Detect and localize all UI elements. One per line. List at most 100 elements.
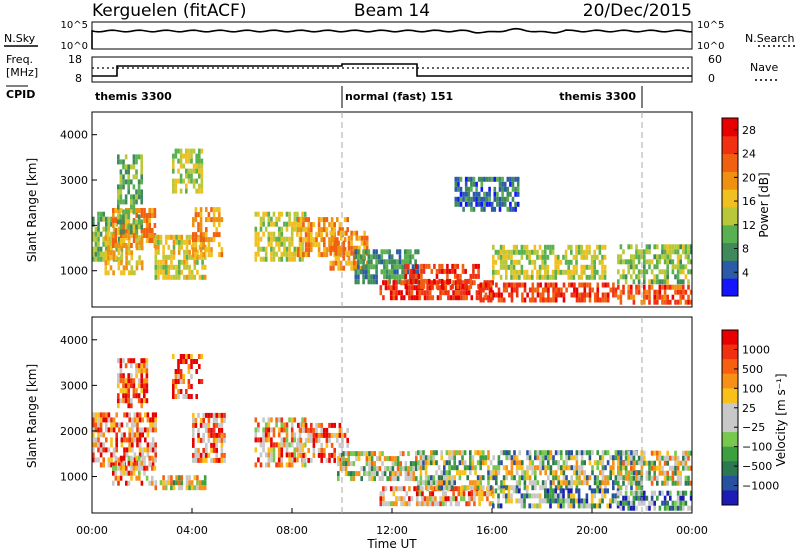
- heatmap-cell: [205, 247, 208, 253]
- heatmap-cell: [399, 471, 402, 477]
- heatmap-cell: [135, 265, 139, 271]
- heatmap-cell: [143, 393, 146, 399]
- heatmap-cell: [180, 239, 184, 245]
- heatmap-cell: [185, 234, 189, 240]
- heatmap-cell: [505, 274, 508, 280]
- heatmap-cell: [463, 450, 467, 456]
- heatmap-cell: [205, 232, 208, 238]
- heatmap-cell: [510, 254, 513, 260]
- heatmap-cell: [128, 432, 131, 438]
- heatmap-cell: [185, 239, 189, 245]
- heatmap-cell: [104, 255, 108, 261]
- heatmap-cell: [457, 290, 461, 296]
- heatmap-cell: [682, 264, 685, 270]
- heatmap-cell: [205, 207, 208, 213]
- heatmap-cell: [661, 490, 664, 496]
- heatmap-cell: [671, 284, 675, 290]
- heatmap-cell: [661, 455, 664, 461]
- heatmap-cell: [669, 505, 672, 511]
- heatmap-cell: [194, 247, 198, 253]
- heatmap-cell: [304, 247, 308, 253]
- heatmap-cell: [583, 475, 586, 481]
- heatmap-cell: [257, 251, 260, 257]
- heatmap-cell: [666, 269, 669, 275]
- heatmap-cell: [280, 236, 284, 242]
- heatmap-cell: [557, 259, 560, 265]
- heatmap-cell: [360, 451, 363, 457]
- heatmap-cell: [630, 475, 633, 481]
- heatmap-cell: [389, 476, 392, 482]
- heatmap-cell: [554, 470, 558, 476]
- heatmap-cell: [215, 447, 218, 453]
- heatmap-cell: [272, 251, 276, 257]
- heatmap-cell: [676, 259, 680, 265]
- heatmap-cell: [509, 181, 512, 187]
- heatmap-cell: [115, 437, 118, 443]
- nsearch-tick-top: 10^5: [697, 20, 724, 31]
- heatmap-cell: [684, 450, 688, 456]
- heatmap-cell: [492, 254, 495, 260]
- heatmap-cell: [439, 295, 442, 301]
- heatmap-cell: [164, 254, 168, 260]
- heatmap-cell: [110, 442, 113, 448]
- heatmap-cell: [132, 159, 136, 165]
- heatmap-cell: [123, 452, 126, 458]
- heatmap-cell: [437, 475, 441, 481]
- heatmap-cell: [458, 460, 462, 466]
- heatmap-cell: [650, 284, 654, 290]
- heatmap-cell: [467, 491, 471, 497]
- heatmap-cell: [360, 240, 364, 246]
- heatmap-cell: [192, 168, 196, 174]
- heatmap-cell: [687, 294, 690, 300]
- heatmap-cell: [523, 498, 526, 504]
- heatmap-cell: [523, 282, 527, 288]
- heatmap-cell: [117, 204, 120, 210]
- heatmap-cell: [497, 287, 501, 293]
- heatmap-cell: [518, 460, 521, 466]
- heatmap-cell: [539, 470, 542, 476]
- heatmap-cell: [125, 228, 128, 233]
- heatmap-cell: [162, 475, 165, 481]
- heatmap-cell: [425, 278, 428, 284]
- heatmap-cell: [687, 279, 690, 285]
- heatmap-cell: [577, 249, 581, 255]
- heatmap-cell: [674, 264, 677, 270]
- heatmap-cell: [617, 259, 620, 265]
- heatmap-cell: [212, 412, 216, 418]
- heatmap-cell: [480, 181, 484, 187]
- heatmap-cell: [130, 208, 133, 213]
- heatmap-cell: [564, 249, 568, 255]
- heatmap-cell: [656, 450, 659, 456]
- heatmap-cell: [107, 270, 110, 276]
- heatmap-cell: [370, 466, 374, 472]
- heatmap-cell: [198, 480, 202, 486]
- heatmap-cell: [127, 235, 131, 241]
- heatmap-cell: [323, 222, 326, 228]
- heatmap-cell: [536, 282, 540, 288]
- heatmap-cell: [102, 457, 105, 463]
- heatmap-cell: [140, 224, 143, 230]
- heatmap-cell: [267, 427, 271, 433]
- heatmap-cell: [310, 232, 313, 238]
- heatmap-cell: [650, 490, 654, 496]
- heatmap-cell: [277, 241, 281, 247]
- heatmap-cell: [151, 437, 155, 443]
- heatmap-cell: [432, 475, 436, 481]
- heatmap-cell: [92, 216, 95, 222]
- heatmap-cell: [205, 422, 208, 428]
- heatmap-cell: [510, 460, 514, 466]
- heatmap-cell: [391, 456, 395, 462]
- heatmap-cell: [162, 244, 165, 250]
- heatmap-cell: [494, 249, 498, 255]
- heatmap-cell: [203, 485, 207, 491]
- heatmap-cell: [392, 486, 396, 492]
- heatmap-cell: [487, 282, 490, 288]
- heatmap-cell: [135, 465, 138, 471]
- heatmap-cell: [119, 194, 123, 200]
- heatmap-cell: [624, 495, 628, 501]
- heatmap-cell: [267, 447, 271, 453]
- heatmap-cell: [401, 264, 404, 270]
- heatmap-cell: [650, 450, 654, 456]
- heatmap-cell: [97, 447, 100, 453]
- heatmap-cell: [148, 228, 151, 233]
